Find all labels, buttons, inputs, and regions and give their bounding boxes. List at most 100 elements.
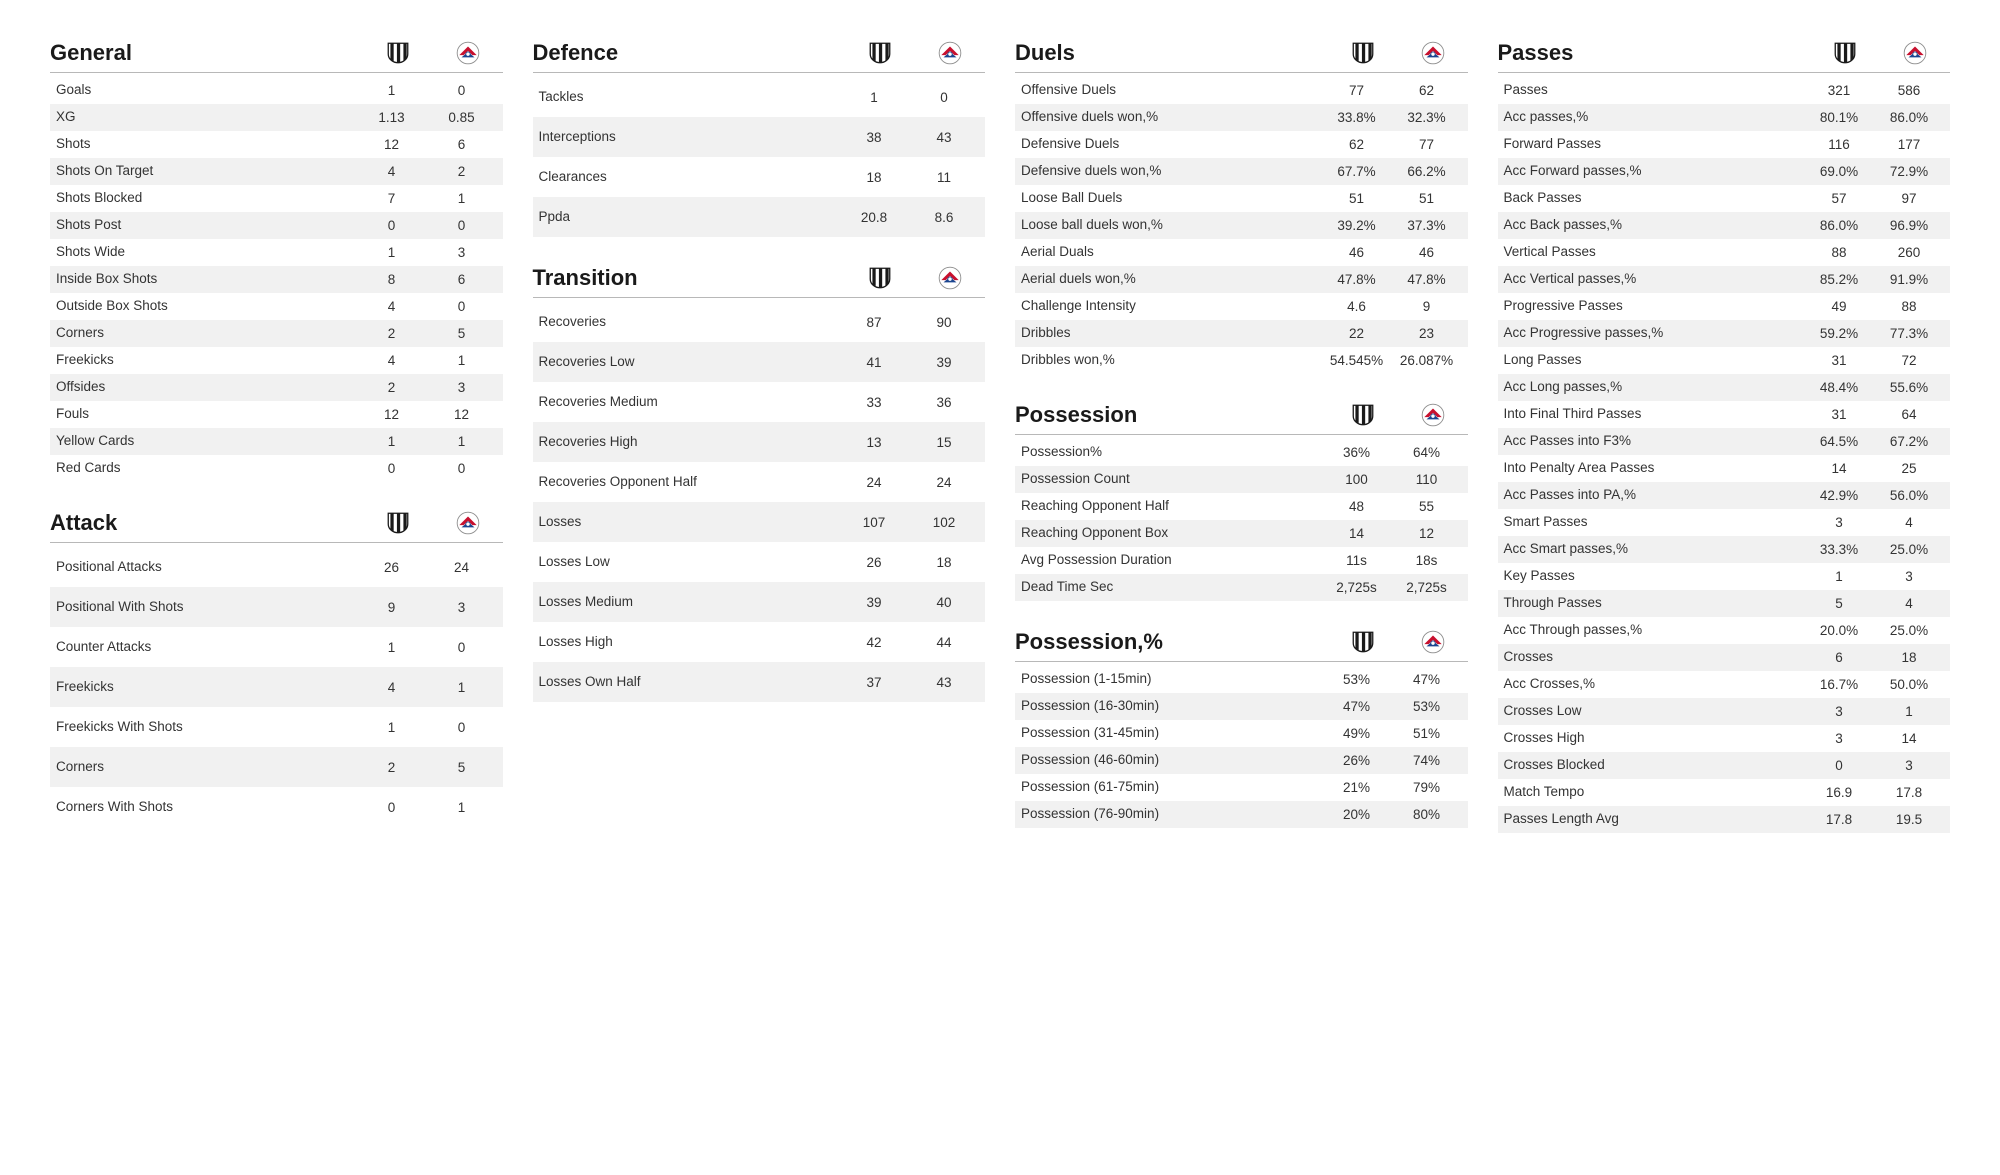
stats-column: Defence Tackles10Interceptions3843Cleara… (533, 40, 986, 730)
row-home-value: 11s (1322, 553, 1392, 568)
home-crest-icon (1810, 40, 1880, 66)
row-home-value: 116 (1804, 137, 1874, 152)
row-home-value: 20.8 (839, 210, 909, 225)
row-away-value: 66.2% (1392, 164, 1462, 179)
row-home-value: 62 (1322, 137, 1392, 152)
table-row: Possession (31-45min)49%51% (1015, 720, 1468, 747)
away-crest-icon (1880, 40, 1950, 66)
row-home-value: 0 (1804, 758, 1874, 773)
row-label: Positional With Shots (56, 599, 357, 615)
row-label: Possession% (1021, 444, 1322, 460)
table-row: Dead Time Sec2,725s2,725s (1015, 574, 1468, 601)
row-home-value: 1 (1804, 569, 1874, 584)
row-away-value: 79% (1392, 780, 1462, 795)
row-label: Recoveries High (539, 434, 840, 450)
row-home-value: 49 (1804, 299, 1874, 314)
row-home-value: 47% (1322, 699, 1392, 714)
row-label: Corners (56, 759, 357, 775)
row-label: Offensive duels won,% (1021, 109, 1322, 125)
row-label: Freekicks (56, 679, 357, 695)
row-home-value: 6 (1804, 650, 1874, 665)
section-title: Possession,% (1015, 629, 1328, 655)
table-row: Defensive duels won,%67.7%66.2% (1015, 158, 1468, 185)
row-home-value: 100 (1322, 472, 1392, 487)
away-crest-icon (1398, 629, 1468, 655)
section-header: Passes (1498, 40, 1951, 73)
row-home-value: 2 (357, 380, 427, 395)
home-crest-icon (845, 40, 915, 66)
away-crest-icon (915, 265, 985, 291)
row-away-value: 19.5 (1874, 812, 1944, 827)
row-label: Vertical Passes (1504, 244, 1805, 260)
table-row: Acc Passes into PA,%42.9%56.0% (1498, 482, 1951, 509)
row-home-value: 54.545% (1322, 353, 1392, 368)
table-row: Key Passes13 (1498, 563, 1951, 590)
row-away-value: 11 (909, 170, 979, 185)
row-away-value: 24 (909, 475, 979, 490)
table-row: Long Passes3172 (1498, 347, 1951, 374)
table-row: Freekicks41 (50, 347, 503, 374)
row-home-value: 49% (1322, 726, 1392, 741)
stats-column: Duels Offensive Duels7762Offensive duels… (1015, 40, 1468, 856)
table-row: Clearances1811 (533, 157, 986, 197)
row-label: Reaching Opponent Half (1021, 498, 1322, 514)
row-away-value: 0 (909, 90, 979, 105)
row-label: Acc Through passes,% (1504, 622, 1805, 638)
row-label: Corners With Shots (56, 799, 357, 815)
row-label: Aerial Duals (1021, 244, 1322, 260)
row-home-value: 1 (357, 640, 427, 655)
row-label: Shots Post (56, 217, 357, 233)
table-row: Corners25 (50, 747, 503, 787)
table-row: Shots126 (50, 131, 503, 158)
table-row: Shots On Target42 (50, 158, 503, 185)
table-row: Into Final Third Passes3164 (1498, 401, 1951, 428)
table-row: Shots Post00 (50, 212, 503, 239)
table-row: Crosses618 (1498, 644, 1951, 671)
row-home-value: 1 (357, 245, 427, 260)
row-label: Losses Medium (539, 594, 840, 610)
table-row: Avg Possession Duration11s18s (1015, 547, 1468, 574)
row-label: Fouls (56, 406, 357, 422)
row-away-value: 1 (1874, 704, 1944, 719)
row-home-value: 1 (839, 90, 909, 105)
row-away-value: 1 (427, 191, 497, 206)
section-attack: Attack Positional Attacks2624Positional … (50, 510, 503, 827)
section-body: Passes321586Acc passes,%80.1%86.0%Forwar… (1498, 77, 1951, 833)
row-home-value: 8 (357, 272, 427, 287)
row-away-value: 4 (1874, 515, 1944, 530)
row-away-value: 47% (1392, 672, 1462, 687)
row-away-value: 72 (1874, 353, 1944, 368)
row-away-value: 2 (427, 164, 497, 179)
table-row: Passes Length Avg17.819.5 (1498, 806, 1951, 833)
table-row: Acc Back passes,%86.0%96.9% (1498, 212, 1951, 239)
table-row: Losses High4244 (533, 622, 986, 662)
section-possession: Possession Possession%36%64%Possession C… (1015, 402, 1468, 601)
section-title: Defence (533, 40, 846, 66)
section-transition: Transition Recoveries8790Recoveries Low4… (533, 265, 986, 702)
row-home-value: 3 (1804, 515, 1874, 530)
row-away-value: 37.3% (1392, 218, 1462, 233)
row-away-value: 586 (1874, 83, 1944, 98)
section-title: Attack (50, 510, 363, 536)
row-away-value: 12 (427, 407, 497, 422)
row-home-value: 1 (357, 434, 427, 449)
row-label: Possession (46-60min) (1021, 752, 1322, 768)
row-label: Acc Forward passes,% (1504, 163, 1805, 179)
row-home-value: 20.0% (1804, 623, 1874, 638)
section-body: Recoveries8790Recoveries Low4139Recoveri… (533, 302, 986, 702)
table-row: Recoveries Medium3336 (533, 382, 986, 422)
row-label: Shots (56, 136, 357, 152)
section-defence: Defence Tackles10Interceptions3843Cleara… (533, 40, 986, 237)
section-header: General (50, 40, 503, 73)
row-label: Possession (61-75min) (1021, 779, 1322, 795)
table-row: Freekicks41 (50, 667, 503, 707)
section-title: Passes (1498, 40, 1811, 66)
row-away-value: 110 (1392, 472, 1462, 487)
row-label: Losses High (539, 634, 840, 650)
away-crest-icon (433, 40, 503, 66)
row-label: Goals (56, 82, 357, 98)
section-duels: Duels Offensive Duels7762Offensive duels… (1015, 40, 1468, 374)
row-label: Losses Own Half (539, 674, 840, 690)
table-row: Counter Attacks10 (50, 627, 503, 667)
table-row: Recoveries Low4139 (533, 342, 986, 382)
